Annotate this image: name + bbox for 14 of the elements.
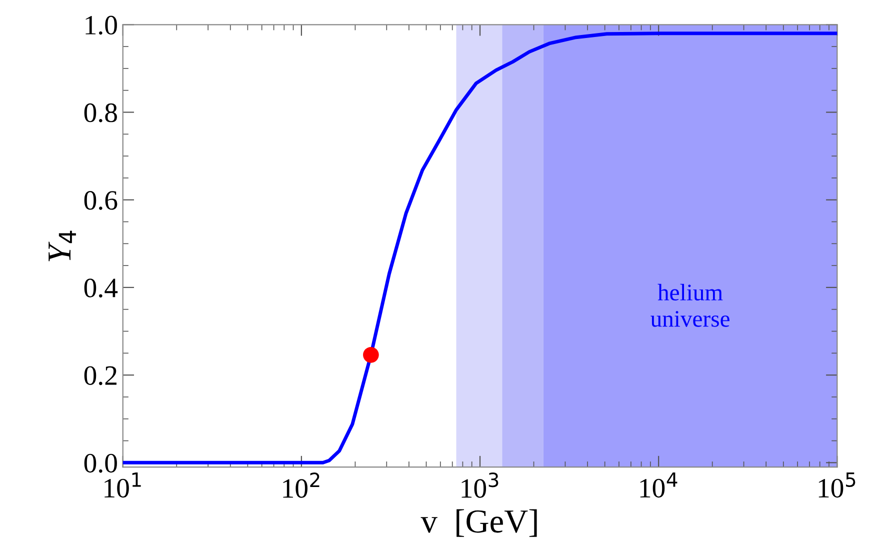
y-axis-title: Y$_{4}$ bbox=[48, 230, 76, 262]
y-tick-label: 1.0 bbox=[86, 16, 117, 35]
y-tick-label: 0.4 bbox=[84, 278, 118, 298]
y-tick-label: 0.8 bbox=[84, 103, 117, 122]
x-tick-label: 10$^{2}$ bbox=[283, 472, 320, 498]
x-tick-label: 10$^{1}$ bbox=[104, 472, 141, 498]
x-axis-title: v [GeV] bbox=[420, 509, 537, 537]
x-tick-label: 10$^{3}$ bbox=[462, 472, 498, 498]
y-tick-label: 0.2 bbox=[84, 366, 116, 386]
y-tick-label: 0.0 bbox=[84, 454, 117, 473]
x-tick-label: 10$^{5}$ bbox=[818, 472, 856, 498]
band-label: helium universe bbox=[650, 284, 730, 327]
x-tick-label: 10$^{4}$ bbox=[640, 472, 678, 498]
y-tick-label: 0.6 bbox=[84, 191, 118, 210]
